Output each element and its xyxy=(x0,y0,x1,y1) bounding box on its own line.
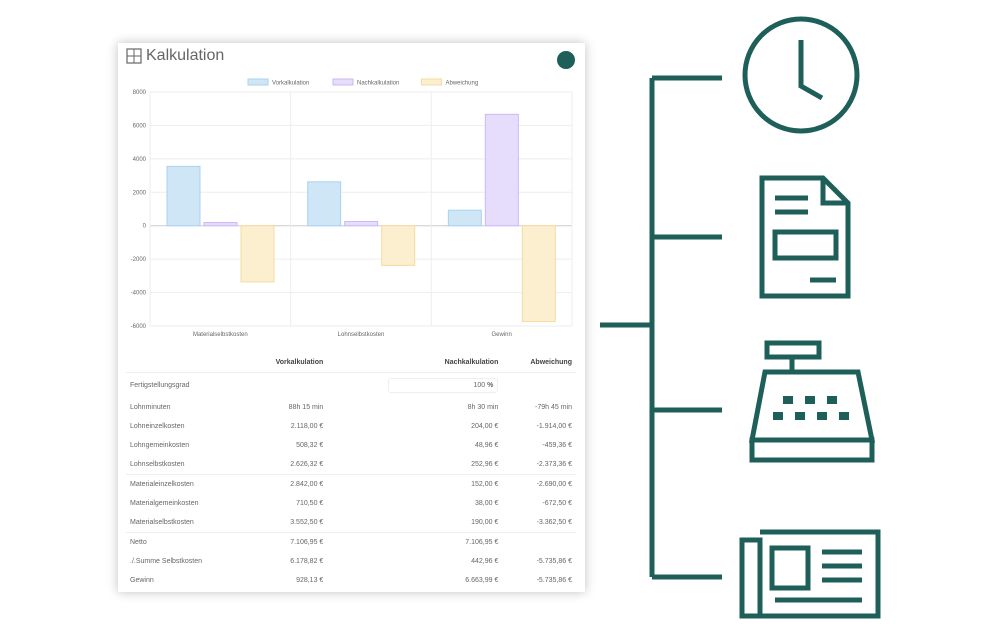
cell-value: -2.690,00 € xyxy=(502,474,576,494)
table-row: ./.Summe Selbstkosten 6.178,82 € 442,96 € -… xyxy=(126,552,576,571)
y-tick-label: -6000 xyxy=(131,324,147,330)
cell-value: 204,00 € xyxy=(471,423,499,430)
y-tick-label: 8000 xyxy=(133,90,147,96)
cell-value: 928,13 € xyxy=(296,577,324,584)
row-label: Netto xyxy=(126,532,245,552)
legend-swatch xyxy=(332,78,354,86)
cell-value: -2.373,36 € xyxy=(536,461,572,468)
x-tick-label: Gewinn xyxy=(491,332,511,338)
row-label: Gewinn xyxy=(130,577,154,584)
cash-register-icon xyxy=(748,340,876,463)
fertigstellung-input[interactable]: 100 % xyxy=(388,378,499,393)
table-row: Netto 7.106,95 €7.106,95 € xyxy=(126,532,576,552)
cell-value: -5.735,86 € xyxy=(536,577,572,584)
cell-value: -5.735,86 € xyxy=(536,558,572,565)
x-tick-label: Materialselbstkosten xyxy=(193,332,248,338)
y-tick-label: -2000 xyxy=(131,257,147,263)
connector-lines xyxy=(600,75,722,580)
bar-abweichung xyxy=(381,225,416,266)
y-tick-label: 4000 xyxy=(133,157,147,163)
table-row: Materialeinzelkosten 2.842,00 €152,00 € -2… xyxy=(126,474,576,494)
cell-value xyxy=(502,532,576,552)
table-row: Lohnselbstkosten 2.626,32 € 252,96 € -2.373… xyxy=(126,455,576,475)
clock-icon xyxy=(742,16,860,134)
kalkulation-card: Kalkulation 8000 6000 4000 2000 0 -2000 -4000 -… xyxy=(118,43,585,592)
row-label: Materialselbstkosten xyxy=(130,519,194,526)
cell-value: 7.106,95 € xyxy=(244,532,328,552)
cell-value: 7.106,95 € xyxy=(327,532,503,552)
kalkulation-table: Vorkalkulation Nachkalkulation Abweichung … xyxy=(126,353,576,590)
cell-value: -459,36 € xyxy=(542,442,572,449)
cell-value: 252,96 € xyxy=(471,461,499,468)
table-row: Lohngemeinkosten 508,32 € 48,96 € -459,36 € xyxy=(126,436,576,455)
cell-value: -3.362,50 € xyxy=(536,519,572,526)
cell-value: 6.178,82 € xyxy=(290,558,324,565)
row-label: Materialeinzelkosten xyxy=(126,474,245,494)
table-row: Lohnminuten 88h 15 min 8h 30 min -79h 45 mi… xyxy=(126,398,576,417)
bar-vorkalkulation xyxy=(307,181,342,227)
y-tick-label: 2000 xyxy=(133,190,147,196)
table-row: Lohneinzelkosten 2.118,00 € 204,00 € -1.914… xyxy=(126,417,576,436)
bar-chart: 8000 6000 4000 2000 0 -2000 -4000 -6000 Material… xyxy=(131,78,573,338)
x-tick-label: Lohnselbstkosten xyxy=(338,332,385,338)
newspaper-icon xyxy=(739,529,881,619)
bar-nachkalkulation xyxy=(203,222,238,227)
row-label: Lohnminuten xyxy=(130,404,171,411)
title-text: Kalkulation xyxy=(146,47,225,64)
bar-vorkalkulation xyxy=(166,165,201,227)
cell-value: 710,50 € xyxy=(296,500,324,507)
table-row: Fertigstellungsgrad 100 % xyxy=(126,373,576,399)
row-label: ./.Summe Selbstkosten xyxy=(130,558,202,565)
bar-nachkalkulation xyxy=(344,220,379,227)
bar-abweichung xyxy=(521,225,556,323)
row-label: Fertigstellungsgrad xyxy=(130,382,190,389)
row-label: Lohneinzelkosten xyxy=(130,423,185,430)
cell-value: -672,50 € xyxy=(542,500,572,507)
y-tick-label: 6000 xyxy=(133,123,147,129)
row-label: Materialgemeinkosten xyxy=(130,500,199,507)
cell-value: 190,00 € xyxy=(471,519,499,526)
table-row: Materialgemeinkosten 710,50 € 38,00 € -672,… xyxy=(126,494,576,513)
calculator-icon xyxy=(126,48,142,64)
cell-value: -79h 45 min xyxy=(535,404,572,411)
legend-label: Abweichung xyxy=(446,81,479,87)
cell-value: 8h 30 min xyxy=(467,404,499,411)
cell-value: 3.552,50 € xyxy=(290,519,324,526)
bar-vorkalkulation xyxy=(447,209,482,227)
cell-value: 6.663,99 € xyxy=(465,577,499,584)
cell-value: 442,96 € xyxy=(471,558,499,565)
row-label: Lohnselbstkosten xyxy=(130,461,185,468)
legend-swatch xyxy=(247,78,269,86)
legend-swatch xyxy=(421,78,442,86)
table-row: Gewinn 928,13 € 6.663,99 € -5.735,86 € xyxy=(126,571,576,590)
y-tick-label: 0 xyxy=(143,224,147,230)
bar-nachkalkulation xyxy=(484,113,519,227)
cell-value: 152,00 € xyxy=(327,474,503,494)
cell-value: 2.842,00 € xyxy=(244,474,328,494)
legend-label: Nachkalkulation xyxy=(357,81,399,87)
y-tick-label: -4000 xyxy=(131,291,147,297)
cell-value: 2.626,32 € xyxy=(290,461,324,468)
cell-value: -1.914,00 € xyxy=(536,423,572,430)
cell-value: 88h 15 min xyxy=(288,404,324,411)
cell-value: 508,32 € xyxy=(296,442,324,449)
column-header: Vorkalkulation xyxy=(244,353,328,373)
cell-value: 2.118,00 € xyxy=(290,423,324,430)
table-row: Materialselbstkosten 3.552,50 € 190,00 € -3… xyxy=(126,513,576,533)
column-header: Nachkalkulation xyxy=(327,353,503,373)
document-icon xyxy=(759,175,851,299)
card-title: Kalkulation xyxy=(126,47,224,65)
column-header: Abweichung xyxy=(502,353,576,373)
cell-value: 38,00 € xyxy=(475,500,499,507)
row-label: Lohngemeinkosten xyxy=(130,442,190,449)
bar-abweichung xyxy=(240,225,275,283)
column-header xyxy=(126,353,245,373)
cell-value: 48,96 € xyxy=(475,442,499,449)
legend-label: Vorkalkulation xyxy=(272,81,309,87)
bar-chart-icon[interactable] xyxy=(557,51,575,69)
